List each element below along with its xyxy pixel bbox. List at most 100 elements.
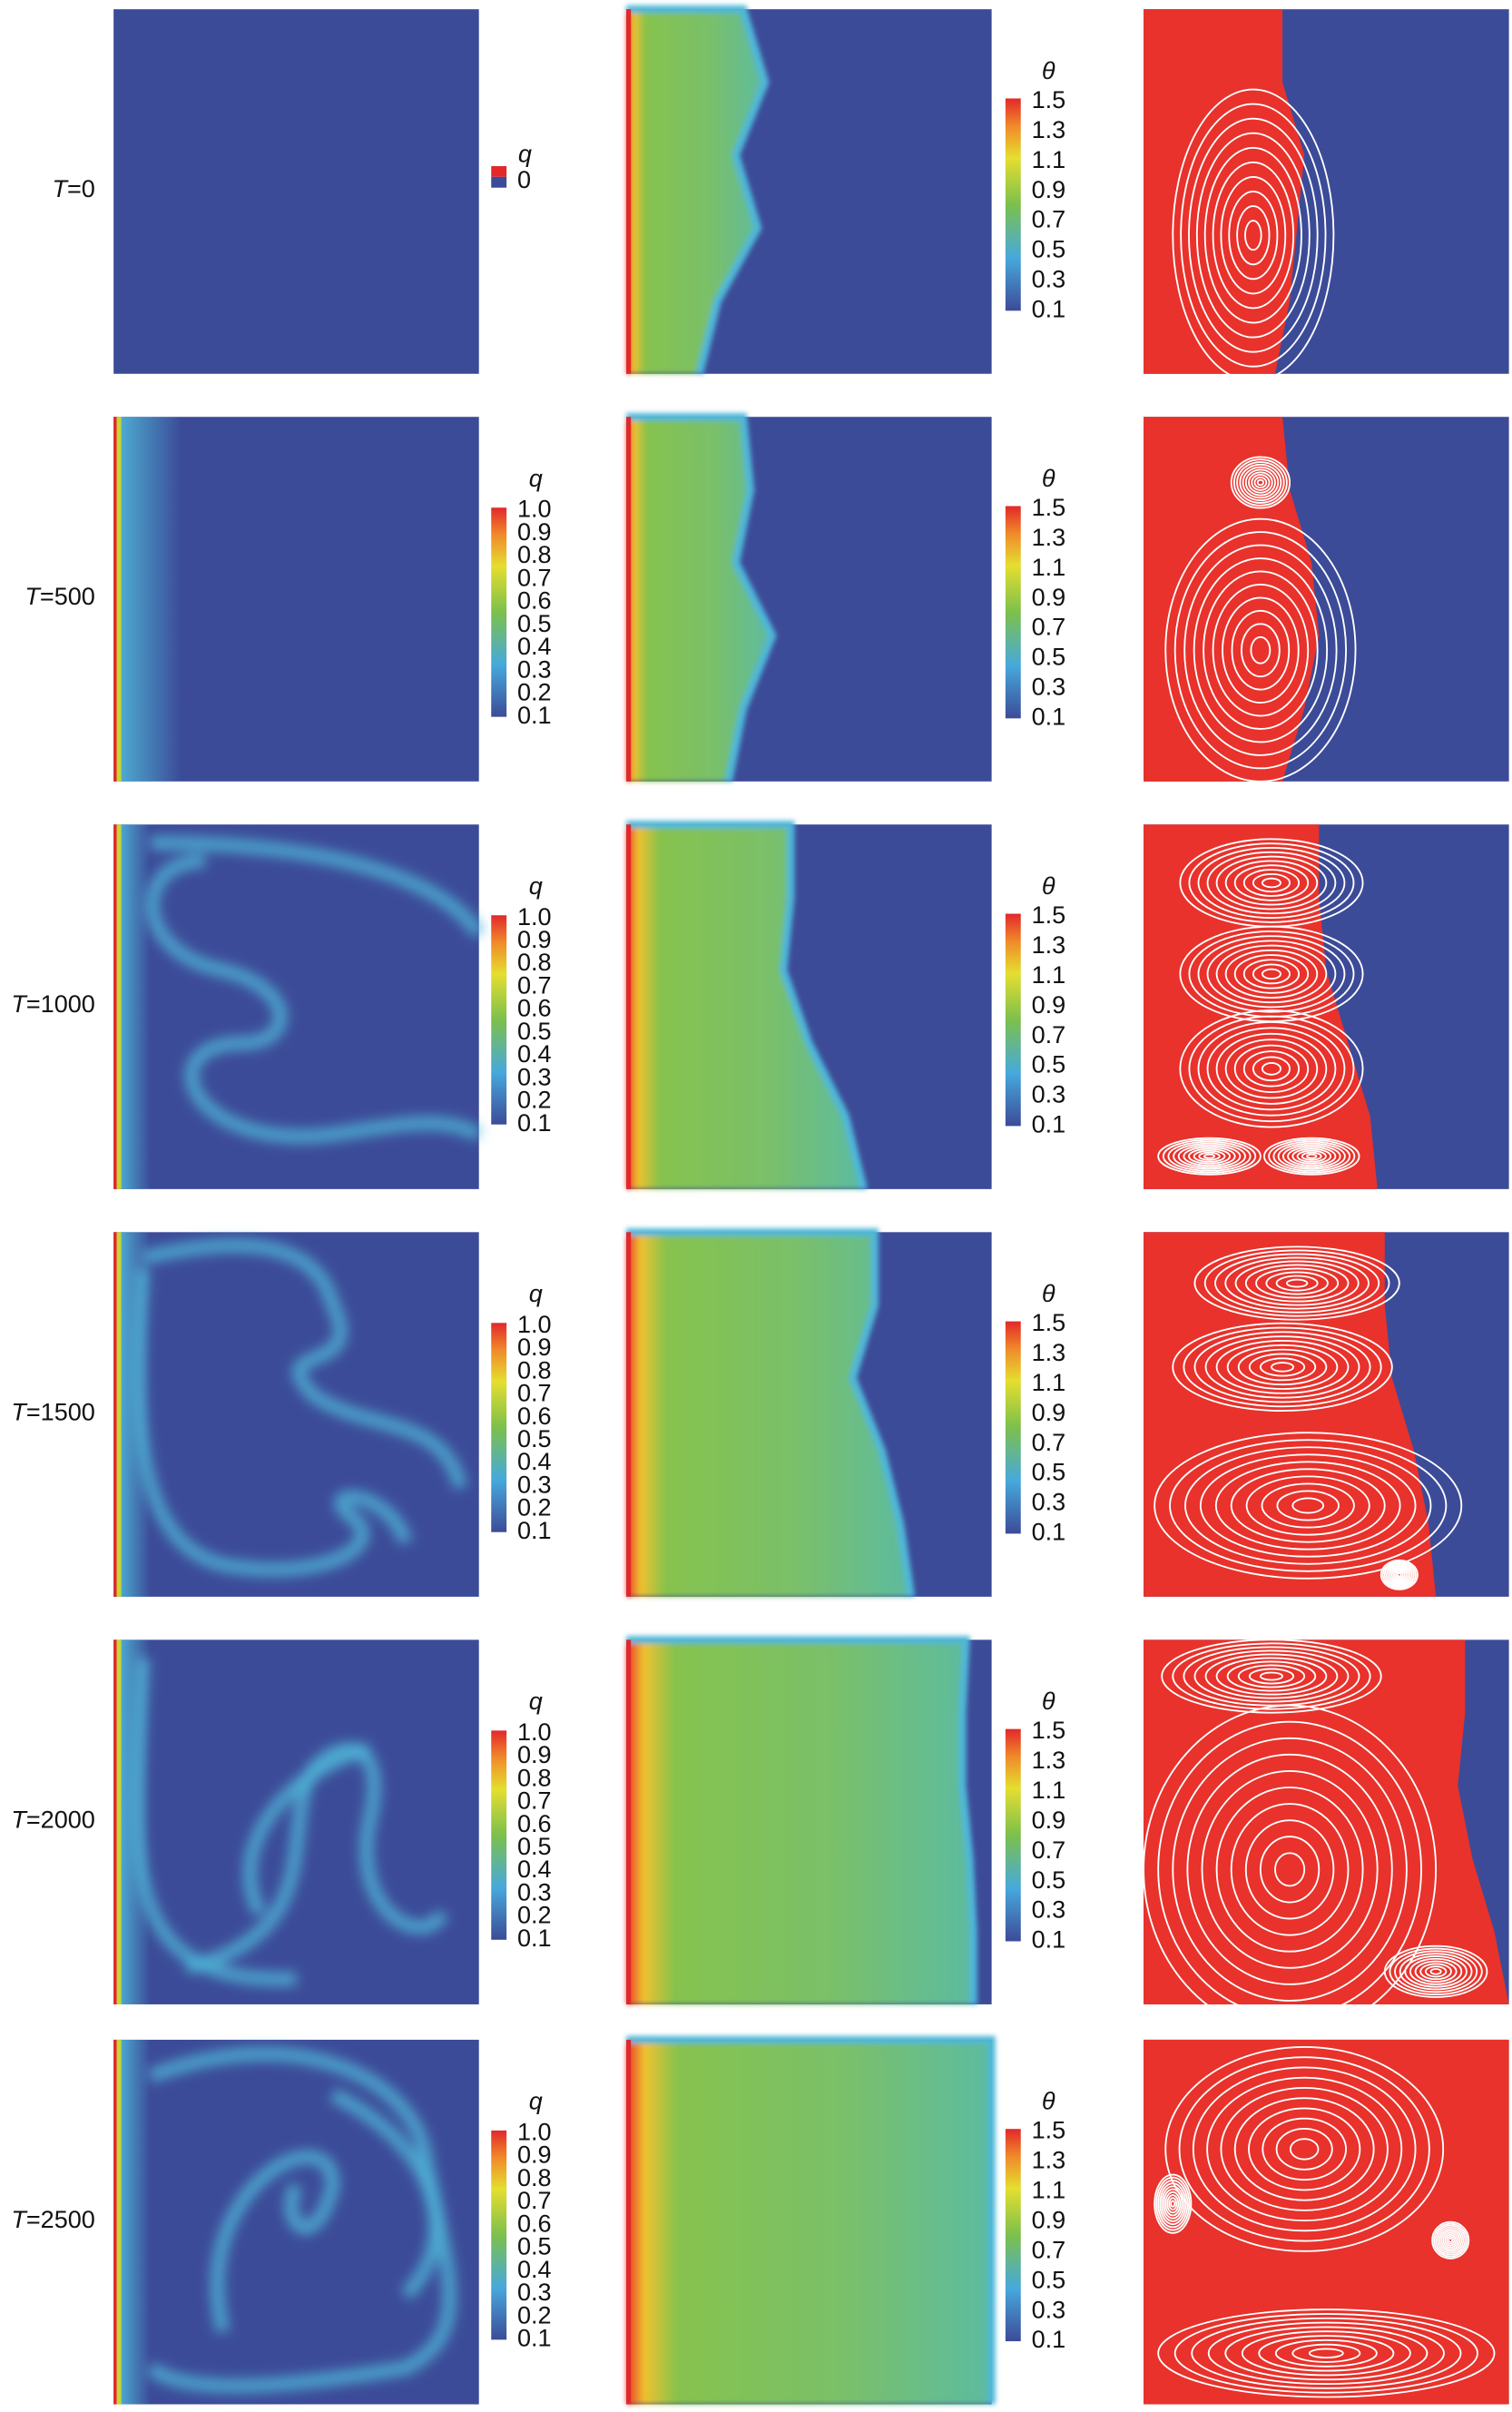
- q-bar-tick: 0.9: [517, 2141, 552, 2169]
- theta-front: [626, 821, 868, 1190]
- streamline: [1214, 1253, 1380, 1314]
- streamline: [1204, 1335, 1360, 1399]
- streamline: [1164, 2046, 1445, 2252]
- theta-bar-tick: 1.3: [1032, 930, 1066, 959]
- streamline: [1448, 2237, 1454, 2243]
- q-bar-title: q: [529, 871, 543, 900]
- streamline-panel: [1144, 824, 1509, 1189]
- q-panel: [113, 1232, 479, 1597]
- q-bar-tick: 0.7: [517, 563, 552, 591]
- theta-bar-title: θ: [1042, 1687, 1055, 1715]
- streamline: [1272, 1140, 1351, 1172]
- q-plumes: [145, 2047, 457, 2393]
- streamline: [1168, 2197, 1178, 2211]
- theta-bar-tick: 0.3: [1032, 673, 1066, 701]
- streamline: [1197, 847, 1346, 920]
- q-bar-high: [491, 166, 507, 177]
- q-bar-tick: 0.4: [517, 1447, 552, 1475]
- row-label: T=1500: [11, 1397, 95, 1425]
- streamline: [1383, 1944, 1488, 1998]
- theta-bar-tick: 1.1: [1032, 1776, 1066, 1804]
- streamline: [1220, 2087, 1389, 2211]
- streamline: [1242, 869, 1301, 897]
- streamline: [1296, 1149, 1327, 1163]
- streamline: [1248, 1668, 1295, 1685]
- theta-bar-tick: 1.5: [1032, 2116, 1066, 2144]
- theta-bar-tick: 0.1: [1032, 1110, 1066, 1138]
- streamline: [1379, 1559, 1419, 1590]
- streamline: [1231, 609, 1291, 691]
- streamline: [1233, 1044, 1310, 1093]
- streamline: [1383, 1562, 1415, 1588]
- streamline: [1173, 2312, 1478, 2394]
- streamline: [1444, 2233, 1458, 2247]
- row-label: T=500: [25, 582, 94, 610]
- streamline: [1306, 1153, 1318, 1159]
- streamline: [1244, 220, 1262, 251]
- q-bar-title: q: [518, 139, 532, 167]
- streamline: [1429, 1968, 1442, 1975]
- row-label-symbol: T: [52, 174, 69, 202]
- q-plume: [129, 1658, 297, 1986]
- theta-bar-tick: 0.9: [1032, 2206, 1066, 2234]
- theta-bar-tick: 0.9: [1032, 583, 1066, 611]
- streamline: [1201, 1769, 1379, 1969]
- q-wall: [116, 417, 122, 782]
- q-bar-tick: 0.6: [517, 2209, 552, 2237]
- streamline: [1256, 478, 1265, 487]
- streamline: [1291, 2343, 1361, 2363]
- streamline: [1179, 1009, 1364, 1128]
- theta-bar-tick: 0.3: [1032, 1895, 1066, 1924]
- streamline: [1433, 2222, 1468, 2258]
- q-bar: [491, 507, 507, 717]
- theta-bar-tick: 0.5: [1032, 2265, 1066, 2293]
- q-wall: [113, 1232, 117, 1597]
- streamline: [1203, 1249, 1390, 1317]
- streamline: [1233, 864, 1310, 901]
- q-bar-tick: 0.5: [517, 2232, 552, 2260]
- streamline: [1261, 877, 1281, 889]
- theta-bar-tick: 0.7: [1032, 1836, 1066, 1864]
- streamline: [1236, 461, 1285, 504]
- streamline: [1277, 1142, 1346, 1170]
- streamline: [1244, 1264, 1350, 1303]
- streamline: [1203, 570, 1319, 730]
- q-plumes: [131, 1238, 467, 1577]
- streamline: [1163, 2188, 1183, 2220]
- q-bar-tick: 0.3: [517, 655, 552, 683]
- streamline: [1251, 474, 1271, 491]
- streamline: [1230, 1468, 1386, 1543]
- theta-warm-region: [626, 1232, 912, 1597]
- streamline: [1262, 1137, 1360, 1176]
- streamline: [1183, 1326, 1382, 1408]
- streamline: [1252, 963, 1291, 985]
- streamline: [1212, 161, 1295, 310]
- streamline: [1248, 2107, 1361, 2191]
- row-label-symbol: T: [25, 582, 42, 610]
- theta-bar-tick: 0.5: [1032, 643, 1066, 671]
- streamline: [1220, 175, 1287, 295]
- streamline-panel: [1144, 2039, 1509, 2405]
- streamline: [1394, 1570, 1404, 1579]
- streamline: [1239, 463, 1282, 502]
- q-bar-tick: 0.8: [517, 1355, 552, 1383]
- q-bar-tick: 0.3: [517, 1062, 552, 1090]
- q-bar-tick: 0.6: [517, 994, 552, 1022]
- streamline: [1203, 1153, 1216, 1159]
- q-bar-tick: 0.5: [517, 1017, 552, 1045]
- streamline: [1275, 1275, 1319, 1292]
- q-bar: [491, 1323, 507, 1532]
- q-wall: [113, 2039, 117, 2405]
- streamline-panel: [1144, 417, 1509, 783]
- streamline: [1192, 2066, 1417, 2232]
- streamline: [1242, 1050, 1301, 1088]
- streamline: [1268, 1138, 1356, 1174]
- theta-bar-title: θ: [1042, 871, 1055, 900]
- theta-bar-title: θ: [1042, 56, 1055, 84]
- q-bar-tick: 0.6: [517, 1402, 552, 1430]
- streamline: [1157, 1137, 1262, 1176]
- streamline: [1207, 2321, 1445, 2385]
- q-bar-tick: 1.0: [517, 1718, 552, 1746]
- q-field: [113, 9, 479, 374]
